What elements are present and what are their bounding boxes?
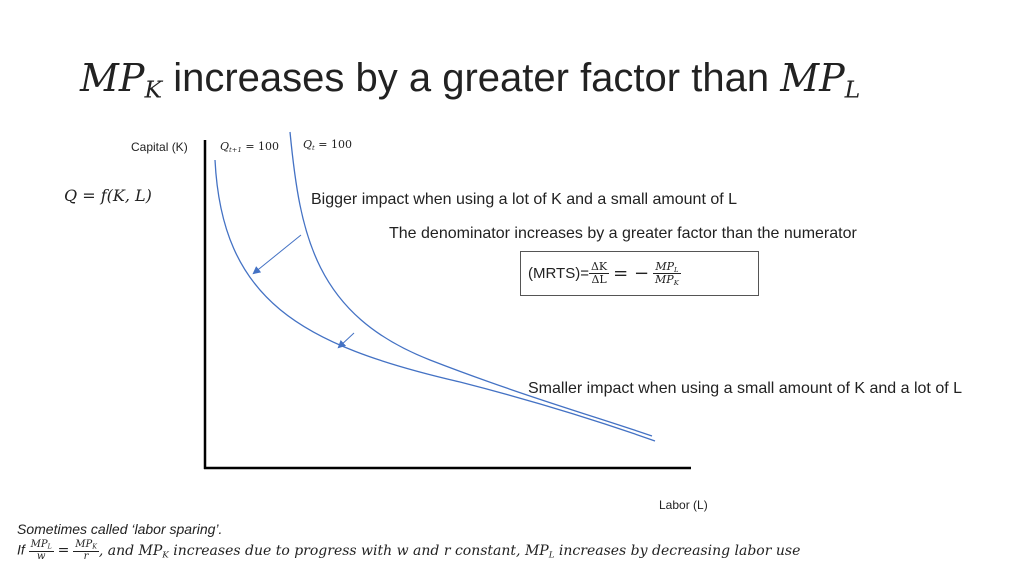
mrts-delta-fraction: ΔK ΔL [588,260,610,286]
footnote-fraction-k: MPK r [73,539,99,562]
isoquant-label-new: Qt+1 = 100 [220,140,280,154]
mrts-mp-fraction: MPL MPK [653,260,681,287]
title-mpl: MPL [780,56,861,104]
note-denominator: The denominator increases by a greater f… [389,225,857,242]
isoquant-label-old: Qt = 100 [303,138,352,152]
isoquant-curve-new [214,159,656,442]
footnote-fraction-l: MPL w [28,539,54,562]
isoquant-curve-old [289,131,653,437]
note-small-impact: Smaller impact when using a small amount… [528,380,962,397]
y-axis-label: Capital (K) [131,140,188,154]
title-mpk: MPK [80,56,163,104]
shift-arrow-lower [337,332,355,349]
title-text: increases by a greater factor than [162,56,781,100]
x-axis-label: Labor (L) [659,498,708,512]
production-function: Q = f(K, L) [64,186,152,205]
note-big-impact: Bigger impact when using a lot of K and … [311,191,738,208]
footnote-explanation: , and MPK increases due to progress with… [98,542,801,561]
mrts-label: (MRTS)= [528,265,589,282]
mrts-formula-box: (MRTS)= ΔK ΔL = − MPL MPK [520,251,759,296]
shift-arrow-upper [252,234,302,275]
mrts-equals: = − [613,263,650,284]
footnote-labor-sparing: Sometimes called ‘labor sparing’. [17,521,223,537]
footnote-condition: If MPL w = MPK r , and MPK increases due… [17,539,801,562]
page-title: MPK increases by a greater factor than M… [80,56,860,101]
